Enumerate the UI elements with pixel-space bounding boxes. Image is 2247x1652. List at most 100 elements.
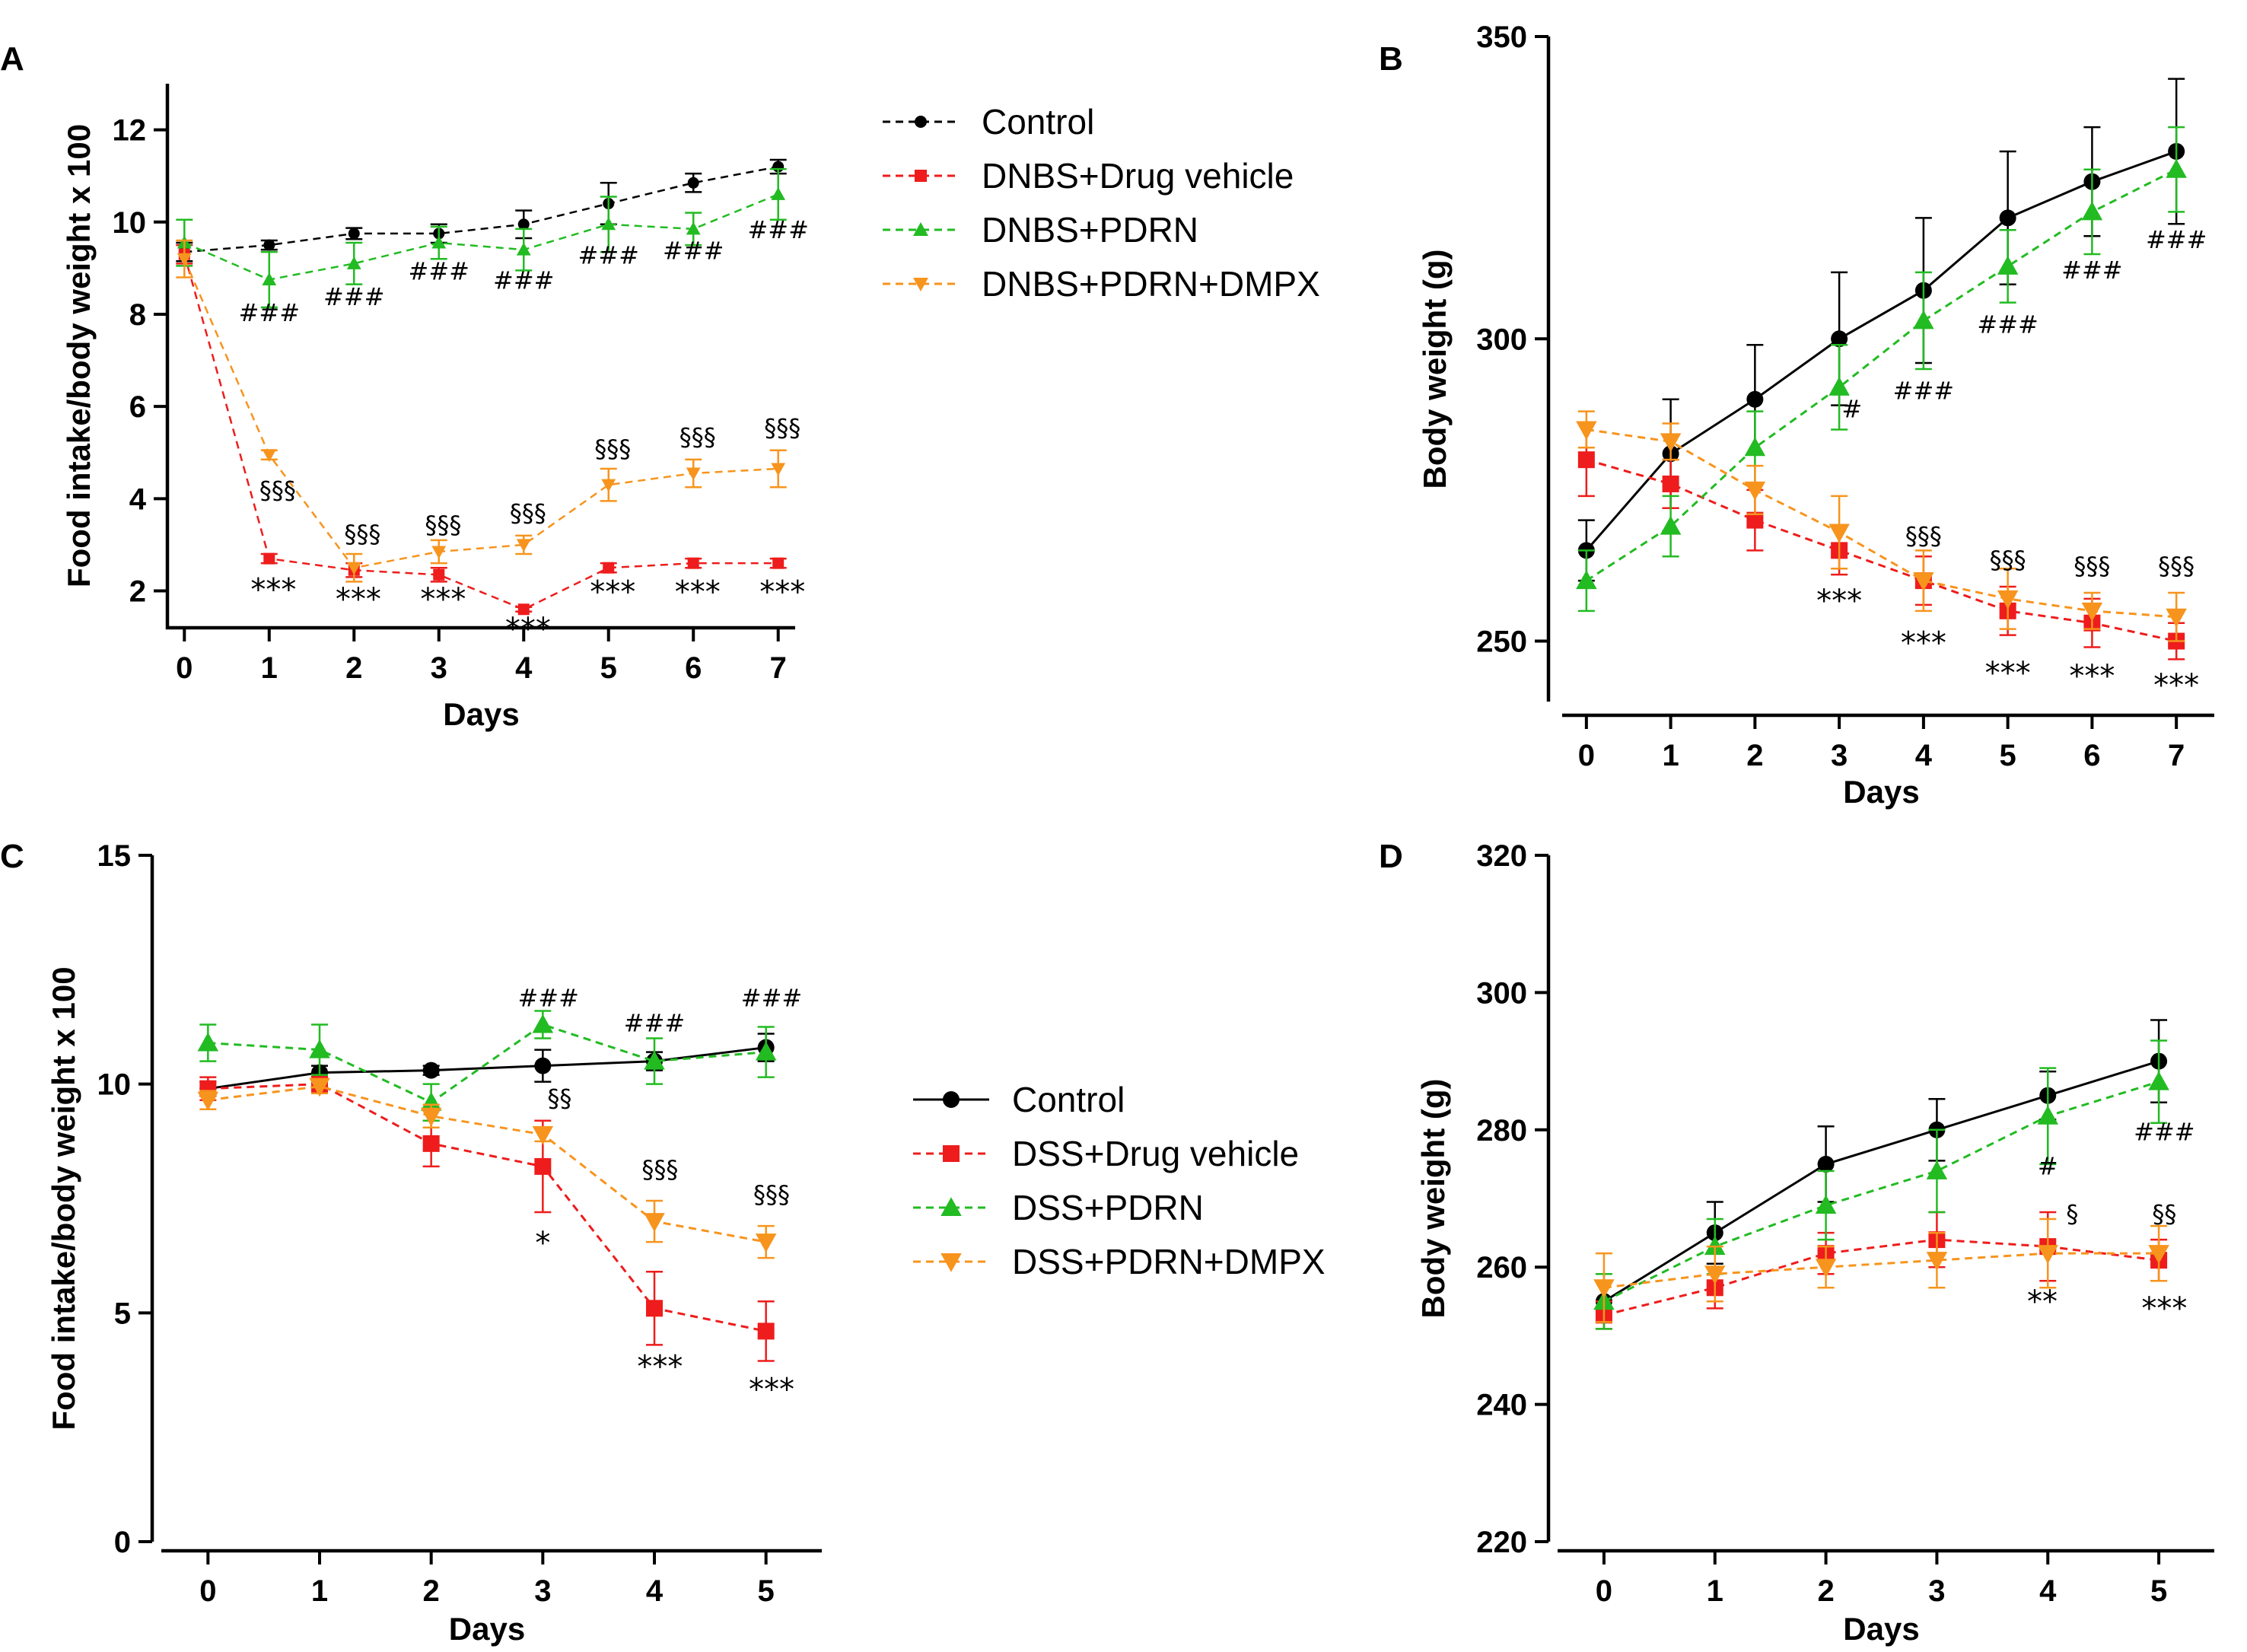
legend-item-dnbs-drug-vehicle: DNBS+Drug vehicle xyxy=(883,156,1294,196)
y-axis-title: Body weight (g) xyxy=(1415,1079,1451,1319)
data-point xyxy=(262,272,277,286)
series-line xyxy=(183,193,779,281)
y-tick-label: 12 xyxy=(113,114,147,148)
annotation: §§§ xyxy=(1905,521,1942,550)
x-tick-label: 4 xyxy=(2039,1574,2057,1608)
annotation: ### xyxy=(323,282,384,311)
legend-marker xyxy=(913,278,928,291)
data-point xyxy=(1913,310,1934,329)
axes: 0 1 2 3 4 5 220 240 260 280 300 320 xyxy=(1476,839,2214,1608)
data-point xyxy=(1997,256,2019,275)
annotation: §§§ xyxy=(680,423,716,452)
data-point xyxy=(686,221,701,235)
legend-marker xyxy=(940,1253,962,1272)
series-line xyxy=(1586,428,2177,619)
x-tick-label: 2 xyxy=(345,651,362,685)
data-point xyxy=(2081,602,2103,622)
data-point xyxy=(1576,421,1597,441)
annotation: # xyxy=(1841,395,1862,424)
panel-d: D 0 1 2 3 4 5 220 240 260 280 300 320 Days Body weight… xyxy=(1379,838,2214,1647)
series-dnbs-pdrn xyxy=(176,167,787,309)
data-point xyxy=(263,552,275,565)
series-dss-pdrn-dmpx xyxy=(1593,1218,2169,1323)
series-control xyxy=(1577,78,2185,582)
legend-label: Control xyxy=(1012,1080,1125,1119)
data-point xyxy=(601,479,616,492)
legend-item-control: Control xyxy=(913,1080,1125,1119)
axis-lines xyxy=(165,84,795,630)
annotation: *** xyxy=(590,575,635,610)
annotation: ### xyxy=(1893,377,1954,406)
annotation: ### xyxy=(2134,1117,2194,1146)
series-dnbs-pdrn-dmpx xyxy=(176,239,787,583)
series-line xyxy=(208,1083,766,1332)
data-point xyxy=(197,1032,219,1052)
y-tick-label: 0 xyxy=(114,1526,131,1559)
x-tick-label: 0 xyxy=(176,651,193,685)
panel-letter: D xyxy=(1379,838,1403,875)
series-line xyxy=(183,253,778,611)
y-tick-label: 300 xyxy=(1476,323,1527,356)
y-tick-label: 8 xyxy=(129,298,146,332)
legend-item-dss-pdrn: DSS+PDRN xyxy=(913,1188,1204,1227)
data-point xyxy=(1828,524,1850,543)
annotation: ### xyxy=(409,257,469,286)
series-line xyxy=(208,1085,766,1243)
series-dss-drug-vehicle xyxy=(1595,1211,2168,1330)
data-point xyxy=(431,546,447,559)
annotation: ### xyxy=(239,298,300,327)
series-dss-drug-vehicle xyxy=(199,1075,775,1362)
annotation: §§§ xyxy=(753,1180,790,1209)
data-point xyxy=(197,1091,219,1111)
series-dss-pdrn-dmpx xyxy=(197,1077,777,1259)
y-tick-label: 280 xyxy=(1476,1114,1527,1147)
series-line xyxy=(1603,1060,2159,1303)
data-point xyxy=(2166,608,2187,628)
annotation: *** xyxy=(749,1373,794,1408)
x-tick-label: 5 xyxy=(758,1574,775,1608)
data-point xyxy=(646,1300,663,1317)
x-tick-label: 4 xyxy=(1915,739,1933,772)
y-tick-label: 350 xyxy=(1476,21,1527,54)
x-tick-label: 3 xyxy=(534,1574,551,1608)
x-tick-label: 7 xyxy=(770,651,787,685)
annotation: §§§ xyxy=(344,520,380,549)
data-point xyxy=(2081,201,2103,221)
annotation: §§§ xyxy=(764,414,800,443)
data-point xyxy=(601,217,616,231)
panel-letter: A xyxy=(0,40,24,78)
x-tick-label: 3 xyxy=(1928,1574,1945,1608)
axes: 0 1 2 3 4 5 0 5 10 15 xyxy=(97,839,822,1608)
data-point xyxy=(517,218,530,231)
data-point xyxy=(516,242,531,256)
y-axis-title: Food intake/body weight x 100 xyxy=(46,966,81,1430)
data-point xyxy=(420,1091,442,1111)
annotation: ** xyxy=(2027,1284,2058,1319)
data-point xyxy=(422,1062,440,1079)
data-point xyxy=(757,1323,775,1340)
annotation: § xyxy=(2066,1200,2078,1229)
axes: 0 1 2 3 4 5 6 7 250 300 350 xyxy=(1476,21,2214,772)
y-axis-title: Food intake/body weight x 100 xyxy=(61,124,97,587)
x-tick-label: 4 xyxy=(646,1574,664,1608)
annotation: *** xyxy=(637,1350,683,1385)
data-point xyxy=(771,187,786,200)
data-point xyxy=(1746,511,1764,529)
annotation: §§§ xyxy=(2074,552,2110,581)
legend-item-dss-pdrn-dmpx: DSS+PDRN+DMPX xyxy=(913,1242,1326,1281)
data-point xyxy=(1704,1265,1726,1284)
series-line xyxy=(183,258,778,569)
data-point xyxy=(263,239,275,251)
series-line xyxy=(208,1023,766,1104)
annotation: *** xyxy=(1985,656,2031,691)
data-point xyxy=(687,557,699,569)
annotation: ### xyxy=(1977,310,2038,339)
series-dnbs-pdrn xyxy=(1576,126,2187,613)
panel-letter: C xyxy=(0,838,24,875)
annotation: §§§ xyxy=(510,499,546,528)
data-point xyxy=(1926,1252,1948,1271)
data-point xyxy=(772,557,785,569)
y-tick-label: 2 xyxy=(129,575,146,609)
